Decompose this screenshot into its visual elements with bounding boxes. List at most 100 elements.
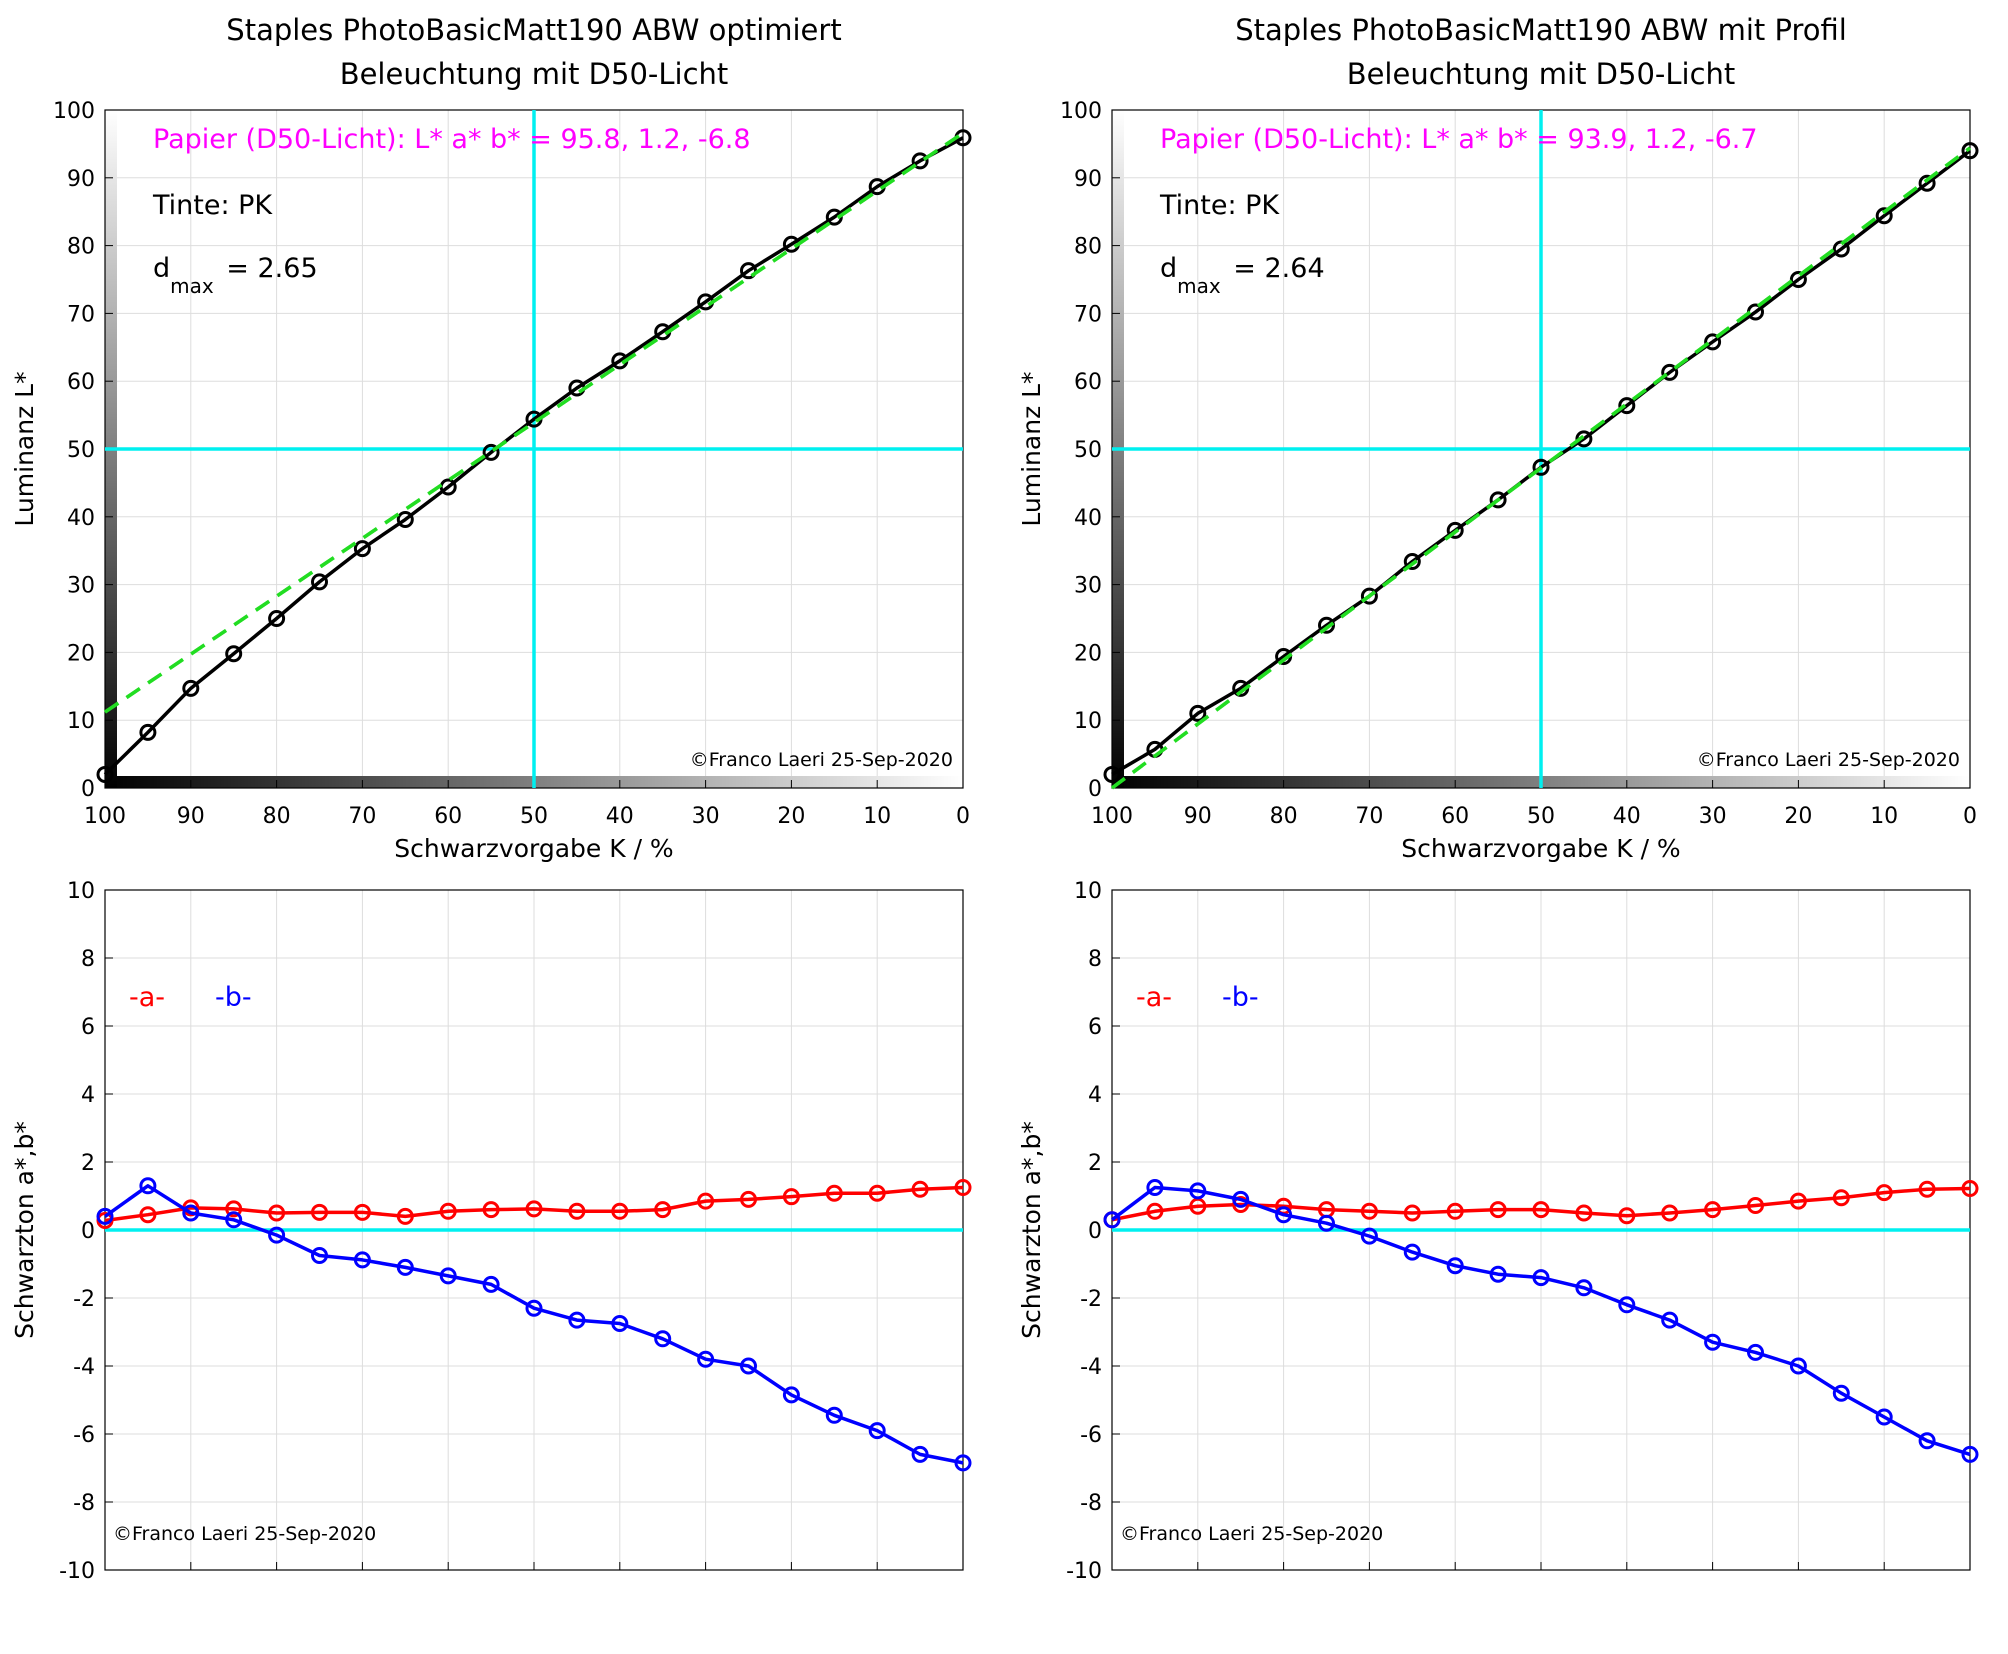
y-tick-label: -4	[73, 1355, 95, 1380]
series-a-point	[396, 1207, 414, 1225]
x-tick-label: 30	[1699, 804, 1727, 829]
series-a-point	[311, 1203, 328, 1221]
y-tick-label: 100	[1060, 99, 1102, 124]
series-b-point	[311, 1247, 328, 1264]
series-a-point	[1918, 1180, 1936, 1198]
y-tick-label: 20	[67, 641, 95, 666]
x-tick-label: 100	[1091, 804, 1133, 829]
y-tick-label: 20	[1074, 641, 1102, 666]
series-b-point	[782, 1386, 800, 1404]
series-a-point	[225, 1200, 243, 1218]
legend-b: -b-	[215, 982, 252, 1013]
luminance-chart-left: Staples PhotoBasicMatt190 ABW optimiert B…	[10, 13, 972, 863]
y-tick-label: 10	[1074, 709, 1102, 734]
series-a-point	[697, 1192, 715, 1210]
y-tick-label: 2	[81, 1151, 95, 1176]
x-tick-label: 60	[1441, 804, 1469, 829]
chart-title-line: Beleuchtung mit D50-Licht	[1347, 57, 1736, 91]
y-tick-label: 0	[1088, 1219, 1102, 1244]
series-luminance-point	[182, 679, 200, 697]
series-a-point	[1875, 1184, 1893, 1202]
series-a-point	[740, 1190, 757, 1208]
y-tick-label: -2	[73, 1287, 95, 1312]
series-a-point	[654, 1201, 672, 1219]
series-b-point	[1618, 1296, 1636, 1314]
series-b-point	[482, 1275, 500, 1293]
x-tick-label: 90	[177, 804, 205, 829]
series-luminance-point	[911, 152, 929, 170]
x-tick-label: 20	[777, 804, 805, 829]
series-luminance-point	[1875, 207, 1893, 225]
ink-annotation: Tinte: PK	[152, 190, 273, 221]
y-tick-label: 50	[67, 438, 95, 463]
series-a-point	[1575, 1204, 1593, 1222]
series-luminance-point	[1661, 363, 1679, 381]
y-tick-label: 40	[67, 506, 95, 531]
series-a-point	[1403, 1204, 1421, 1222]
paper-lab-annotation: Papier (D50-Licht): L* a* b* = 95.8, 1.2…	[153, 124, 751, 155]
y-tick-label: 90	[1074, 167, 1102, 192]
y-tick-label: -4	[1080, 1355, 1102, 1380]
y-tick-label: -10	[1066, 1559, 1102, 1584]
series-luminance-point	[1532, 458, 1550, 476]
y-tick-label: 80	[1074, 235, 1102, 260]
series-a-point	[1832, 1189, 1850, 1207]
series-a-point	[1704, 1201, 1722, 1219]
series-a-point	[268, 1204, 286, 1222]
x-tick-label: 70	[348, 804, 376, 829]
y-tick-label: -8	[73, 1491, 95, 1516]
x-tick-label: 40	[606, 804, 634, 829]
paper-lab-annotation: Papier (D50-Licht): L* a* b* = 93.9, 1.2…	[1160, 124, 1758, 155]
y-axis-label: Luminanz L*	[10, 371, 39, 526]
series-a-point	[1232, 1196, 1250, 1213]
copyright-note: ©Franco Laeri 25-Sep-2020	[1120, 1523, 1383, 1545]
y-tick-label: 60	[1074, 370, 1102, 395]
series-luminance-point	[396, 511, 414, 529]
series-luminance-point	[353, 540, 371, 558]
series-b-point	[1661, 1311, 1679, 1329]
series-a-point	[1446, 1202, 1464, 1220]
y-tick-label: 10	[67, 709, 95, 734]
y-tick-label: 2	[1088, 1151, 1102, 1176]
x-tick-label: 80	[263, 804, 291, 829]
ink-annotation: Tinte: PK	[1159, 190, 1280, 221]
series-luminance-point	[1489, 491, 1507, 509]
series-luminance-point	[1446, 521, 1464, 539]
y-tick-label: 6	[1088, 1015, 1102, 1040]
series-a-point	[611, 1202, 629, 1220]
dmax-annotation: dmax = 2.65	[153, 253, 318, 298]
series-b-point	[1961, 1445, 1979, 1463]
x-tick-label: 10	[863, 804, 891, 829]
series-b-point	[139, 1177, 157, 1195]
series-b-point	[1575, 1279, 1593, 1297]
series-b-point	[1318, 1214, 1335, 1232]
series-b-point	[1103, 1211, 1121, 1229]
y-tick-label: 6	[81, 1015, 95, 1040]
series-b-point	[1446, 1257, 1464, 1275]
series-b-point	[1232, 1190, 1250, 1208]
y-axis-label: Luminanz L*	[1017, 371, 1046, 526]
y-tick-label: -2	[1080, 1287, 1102, 1312]
y-axis-label: Schwarzton a*,b*	[10, 1121, 39, 1339]
y-tick-label: 0	[81, 777, 95, 802]
y-tick-label: 70	[1074, 302, 1102, 327]
legend-a: -a-	[129, 982, 165, 1013]
series-a-point	[911, 1180, 929, 1198]
series-b-point	[1918, 1432, 1936, 1450]
series-b-point	[1489, 1265, 1507, 1283]
y-tick-label: -6	[1080, 1423, 1102, 1448]
series-a-point	[1789, 1192, 1807, 1210]
series-luminance-point	[311, 573, 328, 591]
series-a-point	[1532, 1201, 1550, 1219]
series-a-point	[1661, 1204, 1679, 1222]
ab-chart-right: -10 -8 -6 -4 -2 0 2 4 6 8 10 Schwarzton a*,b* -a- -b-…	[1017, 879, 1979, 1584]
series-luminance-point	[1575, 430, 1593, 448]
series-luminance-point	[1961, 142, 1979, 160]
series-b-point	[1360, 1227, 1378, 1245]
y-tick-label: 40	[1074, 506, 1102, 531]
series-a-point	[1360, 1202, 1378, 1220]
series-b-point	[1275, 1206, 1293, 1224]
copyright-note: ©Franco Laeri 25-Sep-2020	[690, 749, 953, 771]
series-a-point	[439, 1202, 457, 1220]
y-tick-label: 70	[67, 302, 95, 327]
